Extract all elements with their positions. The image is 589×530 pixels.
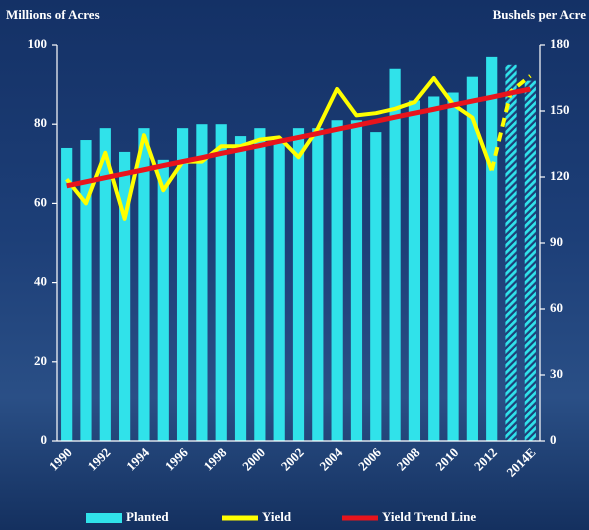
bar	[234, 136, 247, 441]
bar	[273, 140, 285, 442]
legend-label: Yield	[262, 509, 292, 524]
bar	[215, 124, 227, 441]
y-tick-label: 60	[34, 194, 47, 209]
bar	[80, 140, 92, 442]
legend-label: Yield Trend Line	[382, 509, 476, 524]
y2-tick-label: 0	[550, 432, 557, 447]
y-tick-label: 100	[28, 36, 48, 51]
bar	[176, 128, 189, 441]
bar	[61, 147, 73, 441]
bar	[157, 159, 169, 441]
bar	[389, 68, 401, 441]
y2-tick-label: 60	[550, 300, 563, 315]
bar	[524, 80, 536, 441]
legend-swatch	[86, 513, 122, 523]
bar	[254, 128, 266, 441]
y-tick-label: 0	[41, 432, 48, 447]
bar	[196, 124, 208, 441]
y2-tick-label: 180	[550, 36, 570, 51]
bar	[138, 128, 150, 441]
bar	[486, 56, 498, 441]
bar	[466, 76, 478, 442]
y2-tick-label: 90	[550, 234, 563, 249]
bar	[292, 128, 305, 441]
bar	[119, 151, 131, 442]
line	[65, 76, 494, 221]
bar	[447, 92, 459, 442]
y-tick-label: 80	[34, 115, 47, 130]
bar	[312, 128, 324, 441]
y-axis-title: Millions of Acres	[6, 7, 100, 22]
y2-tick-label: 120	[550, 168, 570, 183]
bar	[428, 96, 440, 441]
bar	[370, 132, 382, 441]
bar	[505, 64, 517, 442]
y2-axis-title: Bushels per Acre	[493, 7, 587, 22]
legend-label: Planted	[126, 509, 169, 524]
line	[66, 86, 531, 189]
y2-tick-label: 150	[550, 102, 570, 117]
y-tick-label: 20	[34, 353, 47, 368]
bar	[331, 120, 343, 442]
bar	[408, 100, 421, 441]
y2-tick-label: 30	[550, 366, 563, 381]
y-tick-label: 40	[34, 274, 47, 289]
bar	[350, 120, 363, 442]
bar	[99, 128, 111, 441]
